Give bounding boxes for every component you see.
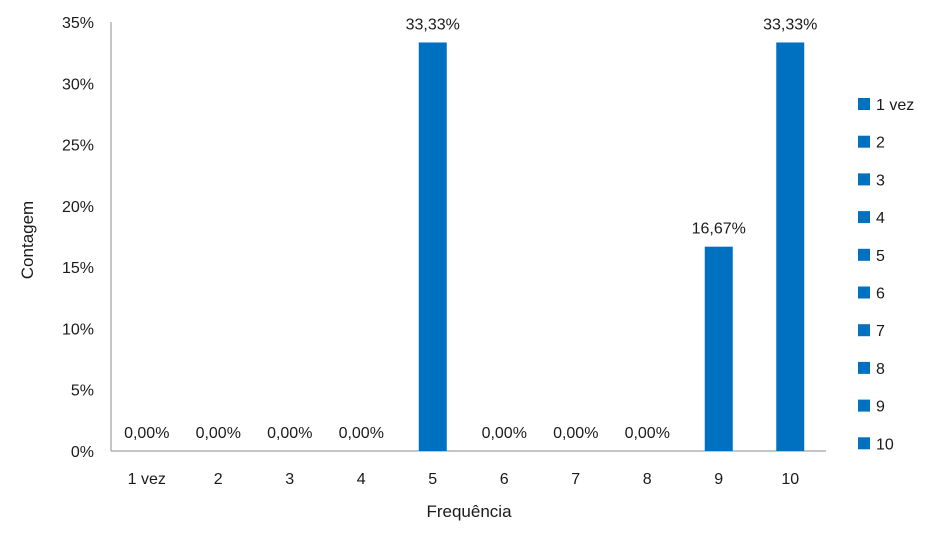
- data-labels: 0,00% 0,00% 0,00% 0,00% 33,33% 0,00% 0,00% 0,00…: [124, 16, 817, 442]
- legend-item: 7: [858, 323, 885, 340]
- y-tick-label: 10%: [62, 321, 94, 338]
- legend-swatch: [858, 135, 870, 148]
- data-label: 0,00%: [124, 425, 169, 442]
- data-label: 33,33%: [406, 16, 460, 33]
- legend-label: 2: [876, 135, 885, 152]
- data-label: 16,67%: [692, 221, 746, 238]
- y-tick-label: 35%: [62, 15, 94, 32]
- data-label: 0,00%: [196, 425, 241, 442]
- x-axis-ticks: 1 vez 2 3 4 5 6 7 8 9 10: [128, 471, 800, 488]
- legend-swatch: [858, 211, 870, 224]
- data-label: 0,00%: [553, 425, 598, 442]
- bar: [418, 42, 447, 452]
- x-axis-title: Frequência: [426, 502, 512, 521]
- legend-swatch: [858, 361, 870, 374]
- x-tick-label: 10: [781, 471, 799, 488]
- bar: [776, 42, 805, 452]
- legend-swatch: [858, 437, 870, 450]
- legend-swatch: [858, 399, 870, 412]
- y-tick-label: 5%: [71, 383, 94, 400]
- legend-item: 3: [858, 172, 885, 189]
- legend-item: 4: [858, 210, 885, 227]
- legend-label: 6: [876, 286, 885, 303]
- legend-label: 4: [876, 210, 885, 227]
- x-tick-label: 3: [285, 471, 294, 488]
- legend-label: 9: [876, 399, 885, 416]
- legend-label: 8: [876, 361, 885, 378]
- x-tick-label: 1 vez: [128, 471, 166, 488]
- y-axis-title: Contagem: [18, 201, 37, 279]
- legend-item: 10: [858, 436, 894, 453]
- legend-label: 7: [876, 323, 885, 340]
- data-label: 0,00%: [339, 425, 384, 442]
- x-tick-label: 9: [714, 471, 723, 488]
- x-tick-label: 2: [214, 471, 223, 488]
- y-tick-label: 0%: [71, 444, 94, 461]
- legend-swatch: [858, 98, 870, 110]
- data-label: 0,00%: [625, 425, 670, 442]
- legend-item: 5: [858, 248, 885, 265]
- y-axis-ticks: 0% 5% 10% 15% 20% 25% 30% 35%: [62, 15, 94, 461]
- legend-label: 5: [876, 248, 885, 265]
- legend-label: 3: [876, 172, 885, 189]
- bar: [704, 246, 733, 451]
- x-tick-label: 8: [643, 471, 652, 488]
- legend-swatch: [858, 173, 870, 186]
- legend-swatch: [858, 248, 870, 261]
- legend-item: 6: [858, 286, 885, 303]
- legend-item: 8: [858, 361, 885, 378]
- x-tick-label: 4: [357, 471, 366, 488]
- legend-item: 1 vez: [858, 97, 914, 114]
- y-tick-label: 15%: [62, 260, 94, 277]
- y-tick-label: 30%: [62, 76, 94, 93]
- legend-swatch: [858, 286, 870, 299]
- legend: 1 vez 2 3 4 5 6 7 8 9 10: [858, 97, 914, 453]
- legend-item: 9: [858, 399, 885, 416]
- y-tick-label: 25%: [62, 138, 94, 155]
- x-tick-label: 7: [571, 471, 580, 488]
- data-label: 0,00%: [267, 425, 312, 442]
- data-label: 0,00%: [482, 425, 527, 442]
- legend-label: 1 vez: [876, 97, 914, 114]
- y-tick-label: 20%: [62, 199, 94, 216]
- legend-swatch: [858, 324, 870, 337]
- legend-label: 10: [876, 436, 894, 453]
- legend-item: 2: [858, 135, 885, 152]
- data-label: 33,33%: [763, 16, 817, 33]
- x-tick-label: 5: [428, 471, 437, 488]
- bars: [418, 42, 805, 452]
- x-tick-label: 6: [500, 471, 509, 488]
